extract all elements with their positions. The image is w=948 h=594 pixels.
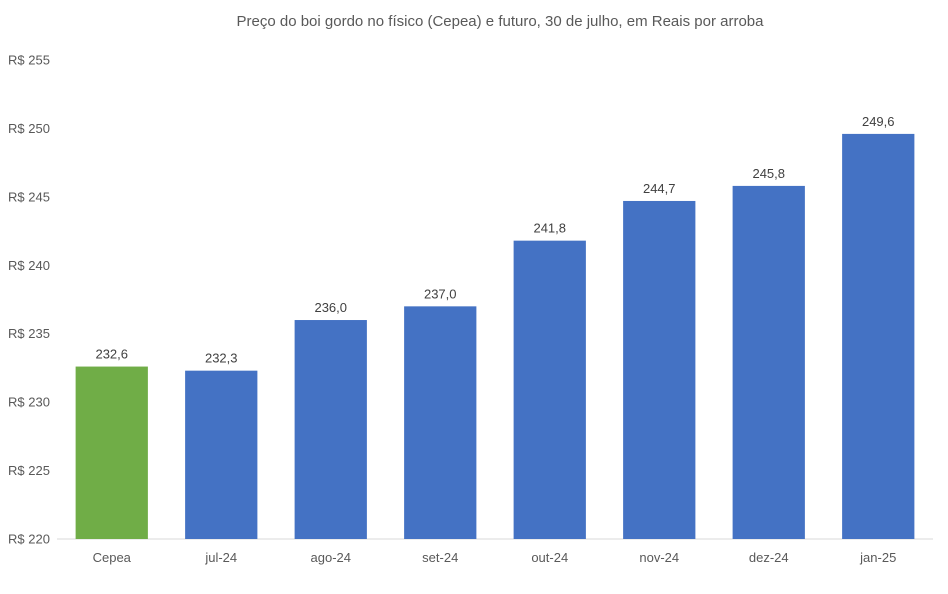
y-tick-label: R$ 245 xyxy=(8,189,50,204)
data-label: 232,3 xyxy=(205,351,238,366)
data-label: 244,7 xyxy=(643,181,676,196)
y-tick-label: R$ 255 xyxy=(8,53,50,68)
y-axis: R$ 220 R$ 225 R$ 230 R$ 235 R$ 240 R$ 245 R$ 2… xyxy=(8,53,50,547)
y-tick-label: R$ 235 xyxy=(8,326,50,341)
data-labels: 232,6 232,3 236,0 237,0 241,8 244,7 245,8 249,6 xyxy=(95,114,894,366)
data-label: 237,0 xyxy=(424,286,457,301)
bar-jul-24 xyxy=(185,370,258,539)
bar-jan-25 xyxy=(842,133,915,539)
bar-out-24 xyxy=(513,240,586,539)
chart-title: Preço do boi gordo no físico (Cepea) e f… xyxy=(237,13,765,30)
y-tick-label: R$ 250 xyxy=(8,121,50,136)
x-tick-label: jul-24 xyxy=(204,550,237,565)
x-tick-label: out-24 xyxy=(531,550,568,565)
bar-cepea xyxy=(75,366,148,539)
x-tick-label: Cepea xyxy=(93,550,132,565)
bar-ago-24 xyxy=(294,320,367,539)
bar-nov-24 xyxy=(623,200,696,539)
data-label: 241,8 xyxy=(533,221,566,236)
x-tick-label: jan-25 xyxy=(859,550,896,565)
x-tick-label: set-24 xyxy=(422,550,458,565)
x-axis: Cepea jul-24 ago-24 set-24 out-24 nov-24 dez-2… xyxy=(93,550,897,565)
data-label: 236,0 xyxy=(314,300,347,315)
bar-set-24 xyxy=(404,306,477,539)
data-label: 249,6 xyxy=(862,114,895,129)
y-tick-label: R$ 220 xyxy=(8,532,50,547)
y-tick-label: R$ 240 xyxy=(8,258,50,273)
x-tick-label: dez-24 xyxy=(749,550,789,565)
y-tick-label: R$ 230 xyxy=(8,395,50,410)
x-tick-label: ago-24 xyxy=(311,550,351,565)
x-tick-label: nov-24 xyxy=(639,550,679,565)
bars xyxy=(75,133,915,539)
y-tick-label: R$ 225 xyxy=(8,463,50,478)
data-label: 232,6 xyxy=(95,347,128,362)
data-label: 245,8 xyxy=(752,166,785,181)
bar-dez-24 xyxy=(732,185,805,539)
